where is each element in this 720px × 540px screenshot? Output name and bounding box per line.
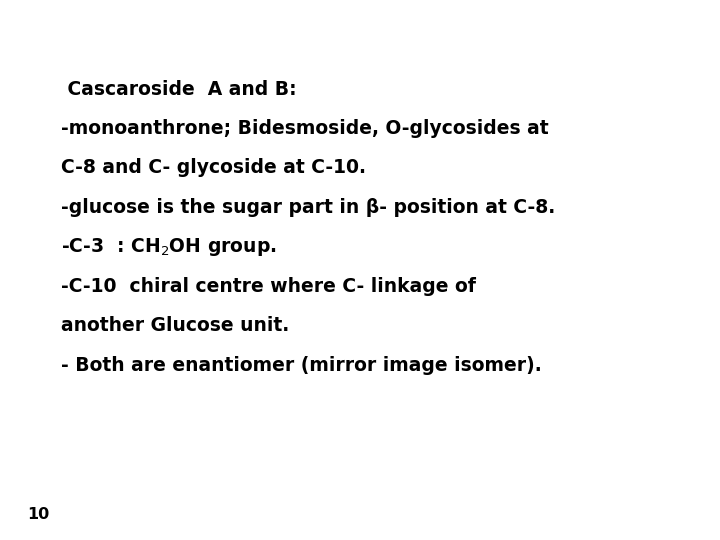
Text: Cascaroside  A and B:: Cascaroside A and B:	[61, 79, 297, 99]
Text: -C-3  : CH$_2$OH group.: -C-3 : CH$_2$OH group.	[61, 236, 276, 258]
Text: -glucose is the sugar part in β- position at C-8.: -glucose is the sugar part in β- positio…	[61, 198, 555, 217]
Text: 10: 10	[27, 507, 50, 522]
Text: another Glucose unit.: another Glucose unit.	[61, 316, 289, 335]
Text: - Both are enantiomer (mirror image isomer).: - Both are enantiomer (mirror image isom…	[61, 355, 542, 375]
Text: -C-10  chiral centre where C- linkage of: -C-10 chiral centre where C- linkage of	[61, 276, 476, 296]
Text: C-8 and C- glycoside at C-10.: C-8 and C- glycoside at C-10.	[61, 158, 366, 178]
Text: -monoanthrone; Bidesmoside, O-glycosides at: -monoanthrone; Bidesmoside, O-glycosides…	[61, 119, 549, 138]
